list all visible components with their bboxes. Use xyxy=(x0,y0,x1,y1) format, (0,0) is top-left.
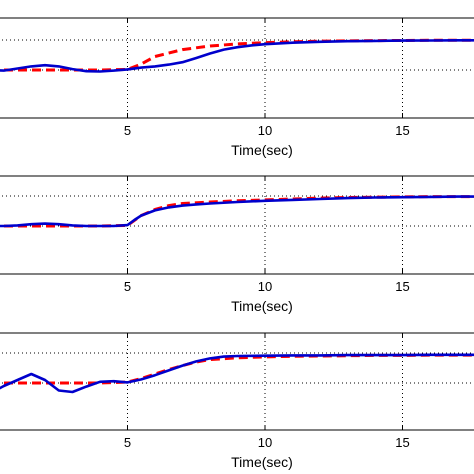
x-tick-label: 10 xyxy=(258,123,272,138)
x-axis-label: Time(sec) xyxy=(231,142,293,158)
x-tick-label: 5 xyxy=(124,279,131,294)
x-tick-label: 5 xyxy=(124,123,131,138)
x-tick-label: 15 xyxy=(395,435,409,450)
axes-frame xyxy=(0,17,474,119)
x-tick-label: 10 xyxy=(258,435,272,450)
x-tick-label: 10 xyxy=(258,279,272,294)
axes-frame xyxy=(0,332,474,431)
subplot-3: 5 10 15 Time(sec) xyxy=(0,332,474,470)
subplot-2: 5 10 15 Time(sec) xyxy=(0,175,474,314)
x-tick-label: 15 xyxy=(395,279,409,294)
response-series-line xyxy=(0,195,474,228)
x-axis-label: Time(sec) xyxy=(231,298,293,314)
x-axis-label: Time(sec) xyxy=(231,454,293,470)
x-tick-label: 5 xyxy=(124,435,131,450)
response-series-line xyxy=(0,353,474,394)
response-series-line xyxy=(0,38,474,73)
subplot-1: 5 10 15 Time(sec) xyxy=(0,17,474,158)
x-tick-label: 15 xyxy=(395,123,409,138)
